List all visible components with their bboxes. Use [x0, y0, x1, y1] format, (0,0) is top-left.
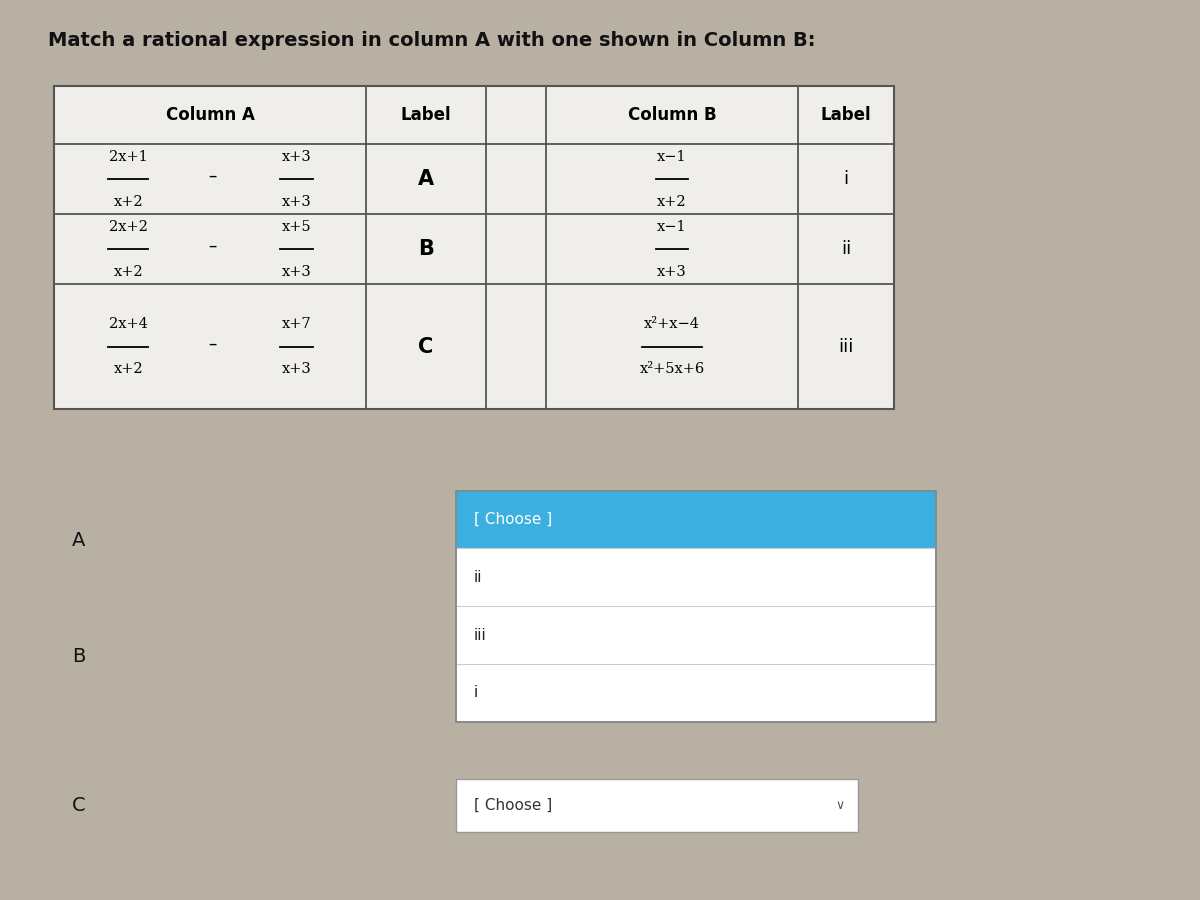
Text: Match a rational expression in column A with one shown in Column B:: Match a rational expression in column A …: [48, 32, 816, 50]
Text: ii: ii: [841, 240, 851, 258]
Text: 2x+1: 2x+1: [109, 149, 148, 164]
Text: x+7: x+7: [282, 318, 311, 331]
FancyBboxPatch shape: [456, 491, 936, 722]
Text: x+2: x+2: [114, 194, 143, 209]
Text: [ Choose ]: [ Choose ]: [474, 798, 552, 813]
Text: –: –: [209, 166, 216, 184]
Text: [ Choose ]: [ Choose ]: [474, 512, 552, 526]
Text: i: i: [844, 170, 848, 188]
Text: i: i: [474, 686, 479, 700]
Text: Label: Label: [401, 106, 451, 123]
Text: 2x+4: 2x+4: [109, 318, 148, 331]
Text: 2x+2: 2x+2: [109, 220, 148, 234]
FancyBboxPatch shape: [456, 514, 858, 566]
Text: Column A: Column A: [166, 106, 254, 123]
Text: Label: Label: [821, 106, 871, 123]
Text: x+2: x+2: [658, 194, 686, 209]
Text: x−1: x−1: [658, 149, 686, 164]
Text: iii: iii: [839, 338, 853, 356]
FancyBboxPatch shape: [54, 86, 894, 410]
Text: B: B: [418, 239, 434, 259]
Text: C: C: [72, 796, 85, 815]
Text: [ Choose ]: [ Choose ]: [474, 533, 552, 547]
Text: x²+5x+6: x²+5x+6: [640, 363, 704, 376]
Text: x+3: x+3: [282, 363, 311, 376]
Text: –: –: [209, 237, 216, 255]
Text: x²+x−4: x²+x−4: [644, 318, 700, 331]
Text: x+2: x+2: [114, 363, 143, 376]
Text: A: A: [72, 530, 85, 550]
Text: C: C: [419, 337, 433, 357]
Text: x+3: x+3: [282, 265, 311, 279]
Text: Column B: Column B: [628, 106, 716, 123]
Text: x+3: x+3: [658, 265, 686, 279]
Text: x+3: x+3: [282, 194, 311, 209]
Text: x+2: x+2: [114, 265, 143, 279]
FancyBboxPatch shape: [456, 779, 858, 832]
Text: A: A: [418, 169, 434, 189]
Text: iii: iii: [474, 627, 487, 643]
Text: B: B: [72, 647, 85, 667]
Text: x+5: x+5: [282, 220, 311, 234]
Text: x−1: x−1: [658, 220, 686, 234]
Text: ∨: ∨: [835, 799, 845, 812]
Text: x+3: x+3: [282, 149, 311, 164]
FancyBboxPatch shape: [456, 491, 936, 548]
Text: ∨: ∨: [835, 534, 845, 546]
Text: –: –: [209, 334, 216, 352]
Text: ii: ii: [474, 570, 482, 585]
